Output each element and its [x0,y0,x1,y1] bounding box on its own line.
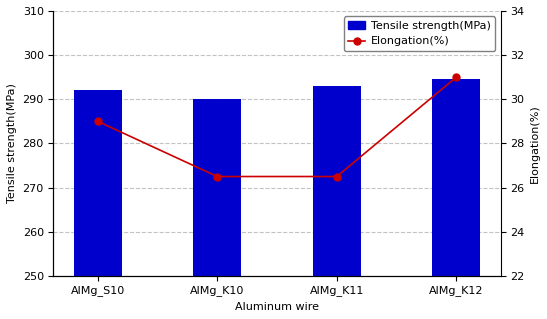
Y-axis label: Elongation(%): Elongation(%) [530,104,540,183]
Y-axis label: Tensile strength(MPa): Tensile strength(MPa) [7,84,17,203]
Bar [432,79,480,319]
Elongation(%) [95,119,101,123]
Bar [193,99,241,319]
Line: Elongation(%): Elongation(%) [94,74,460,180]
X-axis label: Aluminum wire: Aluminum wire [235,302,319,312]
Legend: Tensile strength(MPa), Elongation(%): Tensile strength(MPa), Elongation(%) [344,17,495,51]
Bar [74,90,121,319]
Bar [313,86,360,319]
Elongation(%) [453,75,459,79]
Elongation(%) [334,174,340,178]
Elongation(%) [214,174,220,178]
